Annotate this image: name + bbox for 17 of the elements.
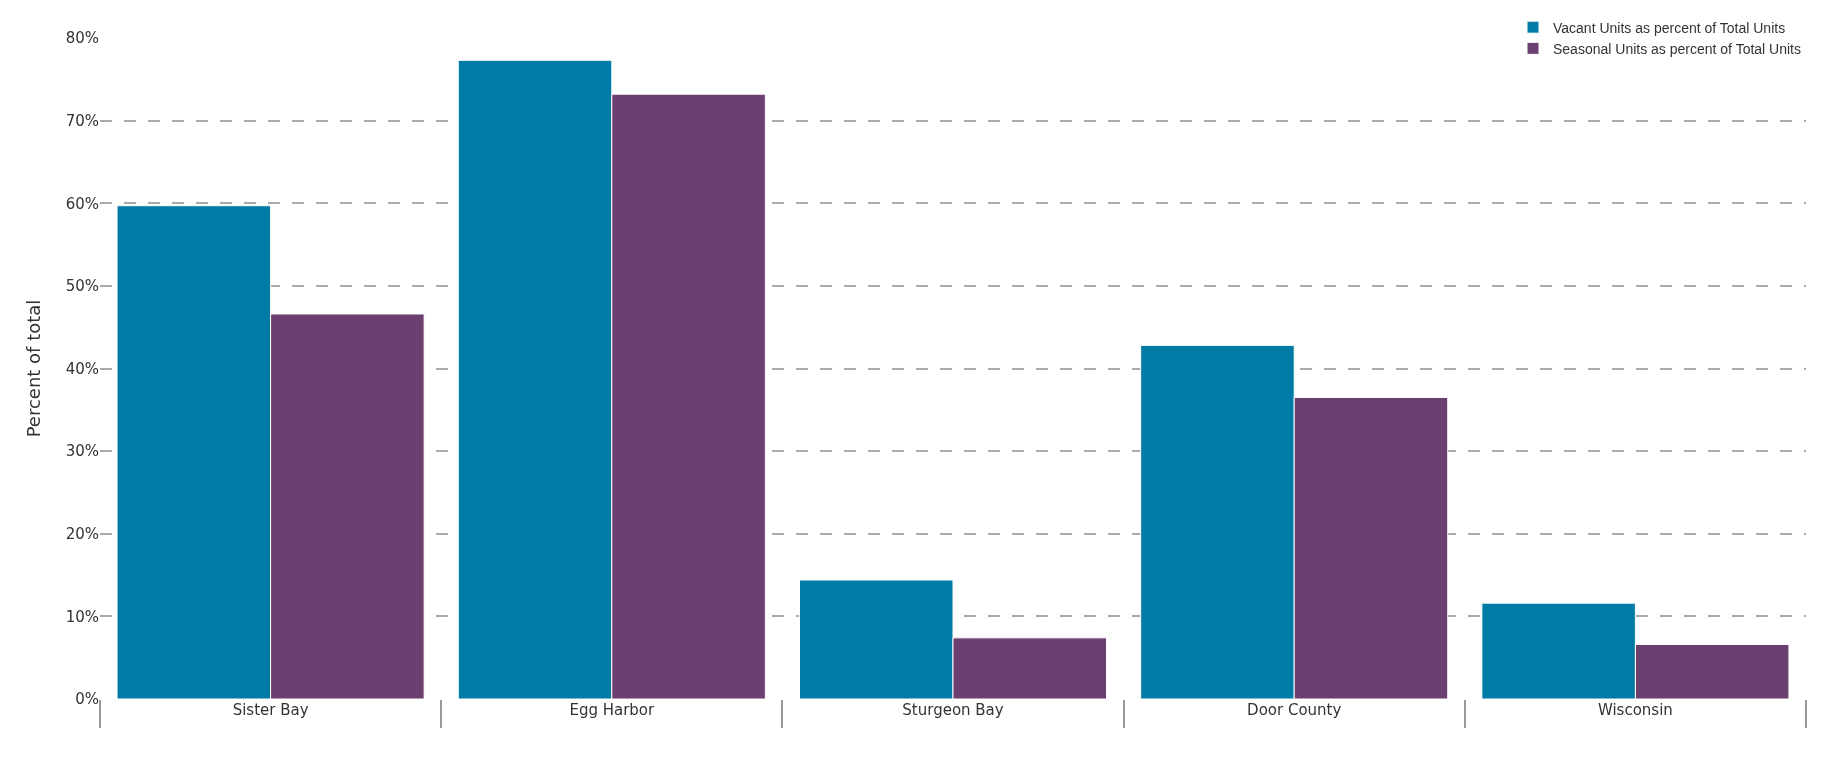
x-tick-label: Wisconsin	[1597, 701, 1673, 719]
y-tick-label: 50%	[65, 277, 99, 296]
y-axis-title: Percent of total	[22, 299, 44, 438]
y-tick-label: 30%	[65, 442, 99, 461]
y-tick-label: 70%	[65, 111, 99, 130]
y-tick-label: 60%	[65, 194, 99, 213]
x-tick-label: Door County	[1247, 701, 1342, 719]
legend-label: Seasonal Units as percent of Total Units	[1553, 40, 1801, 57]
y-tick-label: 40%	[65, 359, 99, 378]
y-tick-label: 20%	[65, 525, 99, 543]
y-tick-label: 80%	[65, 29, 99, 48]
y-tick-label: 0%	[75, 690, 99, 709]
y-tick-label: 10%	[65, 607, 99, 626]
legend-label: Vacant Units as percent of Total Units	[1553, 19, 1786, 36]
x-tick-label: Egg Harbor	[569, 701, 656, 719]
x-tick-label: Sturgeon Bay	[902, 701, 1004, 719]
x-tick-label: Sister Bay	[232, 701, 309, 719]
